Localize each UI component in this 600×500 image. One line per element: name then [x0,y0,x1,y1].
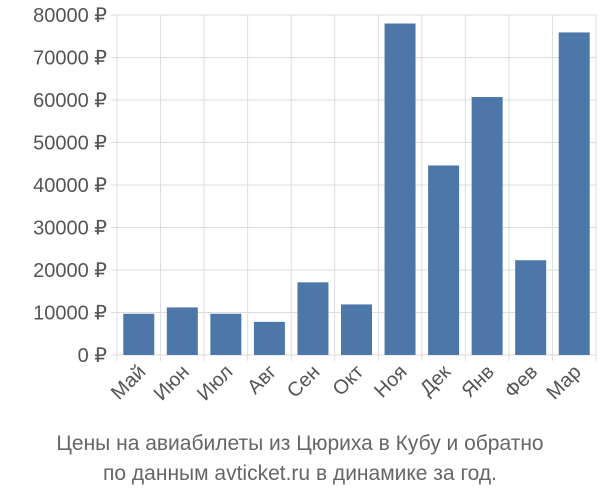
y-tick-label: 50000 ₽ [33,133,107,155]
y-tick-label: 0 ₽ [78,345,108,367]
y-tick-label: 40000 ₽ [33,175,107,197]
bar-7 [384,23,416,355]
chart-caption-line-2: по данным avticket.ru в динамике за год. [103,462,497,485]
x-tick-label: Дек [416,361,455,400]
y-tick-label: 60000 ₽ [33,90,107,112]
y-tick-label: 30000 ₽ [33,218,107,240]
bar-6 [341,304,372,355]
chart-caption-line-1: Цены на авиабилеты из Цюриха в Кубу и об… [56,432,544,455]
x-tick-label: Авг [243,361,281,399]
bar-10 [515,260,547,355]
y-tick-label: 70000 ₽ [33,48,107,70]
bar-5 [297,282,329,355]
bar-11 [558,32,590,356]
bar-1 [123,313,155,355]
bar-9 [471,97,503,356]
x-tick-label: Окт [329,361,368,400]
bar-4 [253,321,285,355]
x-axis-ticks: Май Июн Июл Авг Сен Окт Ноя Дек Янв Фев Мар [107,361,586,405]
x-tick-label: Янв [458,361,499,402]
y-axis-ticks: 0 ₽ 10000 ₽ 20000 ₽ 30000 ₽ 40000 ₽ 50000 ₽ 60… [33,5,107,367]
y-tick-label: 10000 ₽ [33,303,107,325]
x-tick-label: Фев [501,361,543,403]
x-tick-label: Май [107,361,150,404]
bar-3 [210,313,242,355]
bar-8 [428,165,460,355]
x-tick-label: Сен [283,361,324,402]
bars [123,23,590,356]
y-tick-label: 20000 ₽ [33,260,107,282]
x-tick-label: Июл [193,361,237,405]
bar-2 [166,307,198,355]
x-tick-label: Июн [150,361,194,405]
x-tick-label: Ноя [370,361,411,402]
x-tick-label: Мар [543,361,586,404]
y-tick-label: 80000 ₽ [33,5,107,27]
